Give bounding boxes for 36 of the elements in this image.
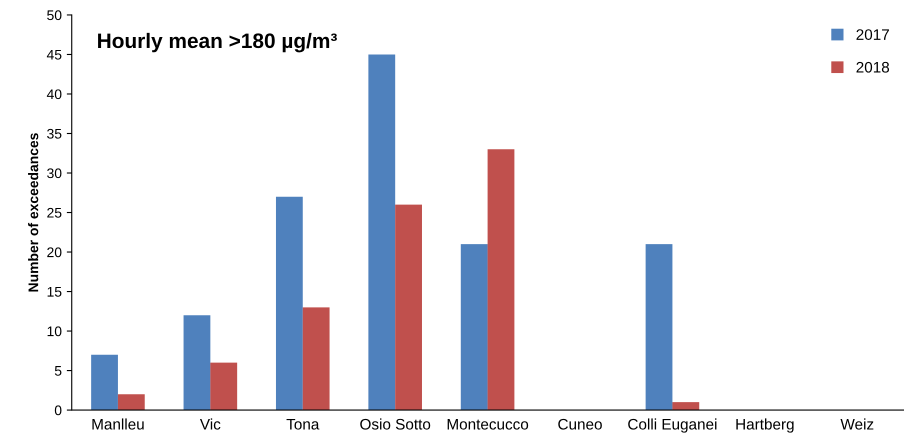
y-tick-label: 15 <box>48 287 62 297</box>
x-tick-label: Cuneo <box>558 418 602 430</box>
bar <box>672 402 700 410</box>
bar <box>302 307 330 410</box>
y-tick-label: 0 <box>54 405 62 416</box>
x-tick-label: Tona <box>286 418 320 430</box>
bar <box>395 204 422 410</box>
bar <box>276 196 303 410</box>
bar <box>210 362 238 410</box>
x-tick-label: Osio Sotto <box>360 418 430 430</box>
bar <box>91 354 118 410</box>
y-tick-label: 5 <box>54 366 62 376</box>
text: Hourly mean >180 µg/m³ <box>98 32 337 52</box>
bar <box>368 54 396 410</box>
x-tick-label: Vic <box>200 418 220 430</box>
bar <box>118 394 145 410</box>
y-tick-label: 40 <box>46 89 62 100</box>
x-tick-label: Weiz <box>840 418 874 430</box>
x-tick-label: Manlleu <box>92 418 144 430</box>
bar <box>184 315 210 410</box>
y-tick-label: 45 <box>46 50 62 60</box>
bar <box>488 149 514 410</box>
y-tick-label: 10 <box>48 326 62 336</box>
y-tick-label: 35 <box>47 128 62 139</box>
x-tick-label: Hartberg <box>736 418 794 433</box>
y-tick-label: 50 <box>47 10 62 20</box>
x-tick-label: Colli Euganei <box>628 418 716 433</box>
x-tick-label: Montecucco <box>448 418 528 430</box>
y-tick-label: 30 <box>47 168 62 178</box>
bar <box>460 244 488 410</box>
y-axis-title: Number of exceedances <box>28 133 38 292</box>
bar <box>646 244 672 410</box>
legend-label: 2017 <box>856 29 889 40</box>
legend-label: 2018 <box>856 62 890 73</box>
y-tick-label: 25 <box>47 208 62 218</box>
y-tick-label: 20 <box>47 247 62 258</box>
